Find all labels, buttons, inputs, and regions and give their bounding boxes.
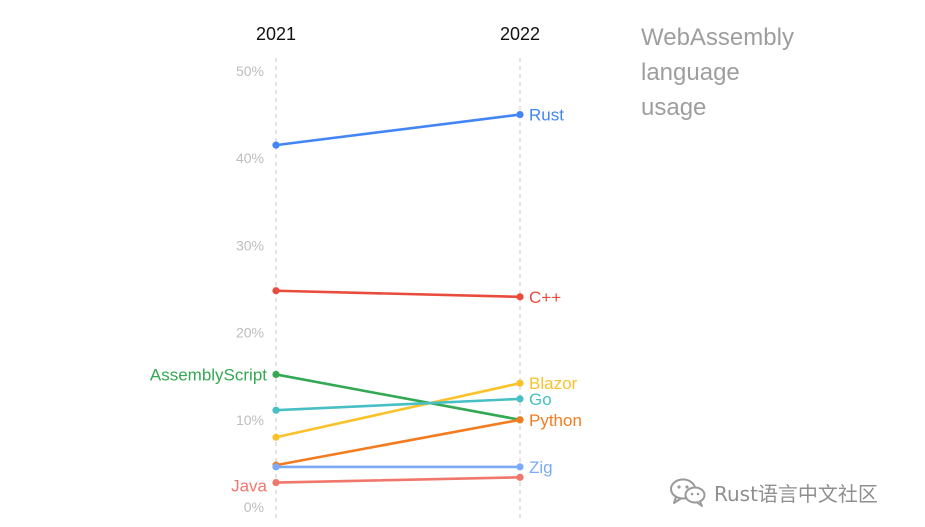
point-assemblyscript-2021 xyxy=(272,370,280,379)
point-rust-2022 xyxy=(516,111,524,119)
series-label-assemblyscript: AssemblyScript xyxy=(150,365,267,384)
y-tick-10: 10% xyxy=(236,412,264,428)
chart-title-line-3: usage xyxy=(641,94,706,121)
point-go-2022 xyxy=(516,395,524,403)
series-label-c: C++ xyxy=(529,288,561,307)
series-label-rust: Rust xyxy=(529,106,564,125)
series-line-rust xyxy=(274,113,522,147)
series-label-python: Python xyxy=(529,411,582,430)
series-label-zig: Zig xyxy=(529,458,553,477)
series-line-assemblyscript xyxy=(274,373,522,422)
point-zig-2022 xyxy=(516,463,524,471)
point-python-2022 xyxy=(516,416,524,424)
point-go-2021 xyxy=(272,406,280,414)
series-line-go xyxy=(274,397,522,412)
point-rust-2021 xyxy=(272,141,280,149)
series-line-blazor xyxy=(274,381,522,439)
series-label-go: Go xyxy=(529,390,552,409)
y-tick-50: 50% xyxy=(236,63,264,79)
point-c-2021 xyxy=(272,287,280,295)
point-java-2022 xyxy=(516,473,524,481)
series-line-java xyxy=(274,476,522,484)
point-c-2022 xyxy=(516,293,524,301)
y-tick-30: 30% xyxy=(236,237,264,253)
watermark-text: Rust语言中文社区 xyxy=(714,481,878,506)
point-blazor-2022 xyxy=(516,379,524,387)
point-zig-2021 xyxy=(272,463,280,471)
y-tick-40: 40% xyxy=(236,150,264,166)
series-label-blazor: Blazor xyxy=(529,374,578,393)
series-line-python xyxy=(274,418,522,467)
wechat-icon xyxy=(670,478,706,507)
x-label-2022: 2022 xyxy=(500,24,540,44)
chart-title-line-1: WebAssembly xyxy=(641,24,794,51)
series-label-java: Java xyxy=(231,477,267,496)
series-line-c xyxy=(274,289,522,299)
watermark: Rust语言中文社区 xyxy=(668,475,878,509)
chart-title-line-2: language xyxy=(641,59,740,86)
y-tick-20: 20% xyxy=(236,325,264,341)
y-tick-0: 0% xyxy=(244,499,264,515)
point-blazor-2021 xyxy=(272,433,280,441)
point-java-2021 xyxy=(272,478,280,487)
x-label-2021: 2021 xyxy=(256,24,296,44)
